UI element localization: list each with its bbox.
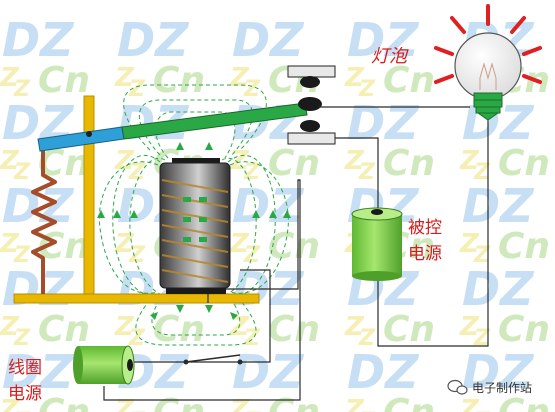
watermark-z: Z [229,229,250,259]
watermark-cn: Cn [498,309,550,350]
watermark-dz: DZ [347,345,420,399]
watermark-z: Z [243,77,261,102]
watermark-z: Z [0,229,20,259]
watermark-cn: Cn [153,60,205,101]
circuit-wires [103,106,489,401]
watermark-cn: Cn [268,143,320,184]
light-bulb-icon [434,4,542,121]
watermark-dz: DZ [232,179,305,233]
watermark-z: Z [358,326,376,351]
return-spring [31,148,57,294]
watermark-cn: Cn [268,226,320,267]
watermark-z: Z [0,63,20,93]
watermark-dz: DZ [347,13,420,67]
watermark-dz: DZ [347,96,420,150]
controlled-power-source [351,207,403,281]
watermark-z: Z [13,243,31,268]
watermark-z: Z [459,395,480,412]
watermark-z: Z [344,146,365,176]
watermark-cn: Cn [498,226,550,267]
watermark-z: Z [13,409,31,412]
watermark-z: Z [243,160,261,185]
watermark-z: Z [344,312,365,342]
watermark-z: Z [13,160,31,185]
watermark-cn: Cn [383,143,435,184]
watermark-z: Z [229,312,250,342]
armature [37,102,308,152]
watermark-z: Z [243,326,261,351]
watermark-cn: Cn [498,392,550,412]
watermark-z: Z [229,146,250,176]
watermark-z: Z [128,409,146,412]
watermark-dz: DZ [232,345,305,399]
watermark-z: Z [128,326,146,351]
coil-power-source [73,345,135,385]
coil-switch [183,354,243,365]
watermark-z: Z [114,312,135,342]
watermark-z: Z [128,77,146,102]
watermark-z: Z [0,395,20,412]
watermark-cn: Cn [383,60,435,101]
watermark-cn: Cn [38,60,90,101]
watermark-z: Z [473,326,491,351]
watermark-z: Z [128,160,146,185]
watermark-dz: DZ [462,262,535,316]
watermark-z: Z [114,229,135,259]
watermark-z: Z [473,160,491,185]
watermark-z: Z [473,243,491,268]
watermark-z: Z [114,63,135,93]
watermark-z: Z [459,312,480,342]
watermark-z: Z [13,77,31,102]
watermark-z: Z [459,229,480,259]
watermark-cn: Cn [268,309,320,350]
watermark-z: Z [358,77,376,102]
watermark-z: Z [114,146,135,176]
controlled-source-label-line1: 被控 [408,218,442,238]
watermark-z: Z [358,409,376,412]
watermark-z: Z [229,395,250,412]
badge-text: 电子制作站 [472,381,532,395]
watermark-dz: DZ [117,13,190,67]
bulb-label: 灯泡 [371,46,409,67]
magnetic-field-lines [98,84,289,346]
watermark-dz: DZ [232,13,305,67]
watermark-cn: Cn [268,392,320,412]
watermark-cn: Cn [383,309,435,350]
electromagnet-coil-icon [159,158,231,294]
watermark-cn: Cn [498,143,550,184]
watermark-z: Z [358,160,376,185]
watermark-z: Z [473,409,491,412]
watermark-dz: DZ [2,179,75,233]
controlled-source-label-line2: 电源 [408,244,442,264]
watermark-cn: Cn [38,392,90,412]
watermark-cn: Cn [153,309,205,350]
watermark-dz: DZ [2,345,75,399]
field-arrows [97,142,291,320]
wechat-icon [447,379,468,395]
watermark-z: Z [459,146,480,176]
watermark-dz: DZ [462,179,535,233]
watermark-z: Z [344,395,365,412]
watermark-z: Z [13,326,31,351]
relay-frame [13,95,260,304]
watermark-cn: Cn [383,392,435,412]
watermark-z: Z [243,409,261,412]
watermark-cn: Cn [38,309,90,350]
watermark-z: Z [344,63,365,93]
watermark-dz: DZ [2,13,75,67]
watermark-cn: Cn [153,392,205,412]
watermark-dz: DZ [462,345,535,399]
coil-source-label-line2: 电源 [8,384,42,404]
watermark-dz: DZ [2,262,75,316]
watermark-z: Z [0,312,20,342]
watermark-z: Z [0,146,20,176]
coil-source-label-line1: 线圈 [8,358,42,378]
watermark-z: Z [114,395,135,412]
source-badge: 电子制作站 [447,379,532,395]
relay-contacts [287,65,336,145]
